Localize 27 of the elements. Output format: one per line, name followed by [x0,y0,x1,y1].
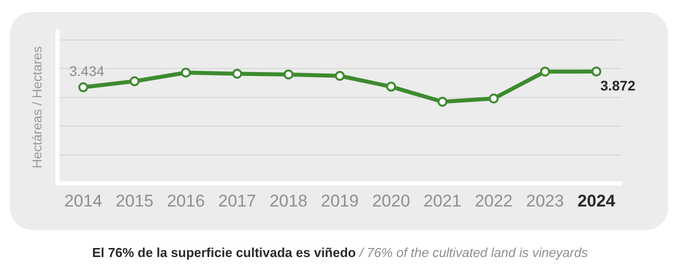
x-tick-label: 2019 [320,191,359,210]
point [437,96,448,107]
data-label: 3.434 [69,63,105,80]
point [488,94,499,104]
y-axis-title: Hectáreas / Hectares [29,46,44,168]
data-label: 3.872 [600,77,636,94]
point [232,68,242,79]
x-tick-label: 2014 [64,191,102,210]
point [540,66,550,77]
x-tick-label: 2021 [424,191,462,210]
point [334,70,345,81]
x-tick-label: 2018 [270,191,308,210]
text: El 76% de la superficie cultivada es viñedo [92,245,356,260]
point [78,82,88,92]
x-tick-label: 2023 [526,191,564,210]
x-tick-label: 2017 [218,191,256,210]
x-tick-label: 2024 [577,191,616,210]
point [130,76,140,86]
point [283,69,294,80]
point [180,68,191,78]
x-tick-label: 2020 [372,191,410,210]
point [386,82,396,92]
text: / 76% of the cultivated land is vineyards [358,245,588,260]
point [591,66,602,76]
x-tick-label: 2016 [166,191,205,210]
x-tick-label: 2022 [474,191,513,210]
x-tick-label: 2015 [116,191,154,210]
